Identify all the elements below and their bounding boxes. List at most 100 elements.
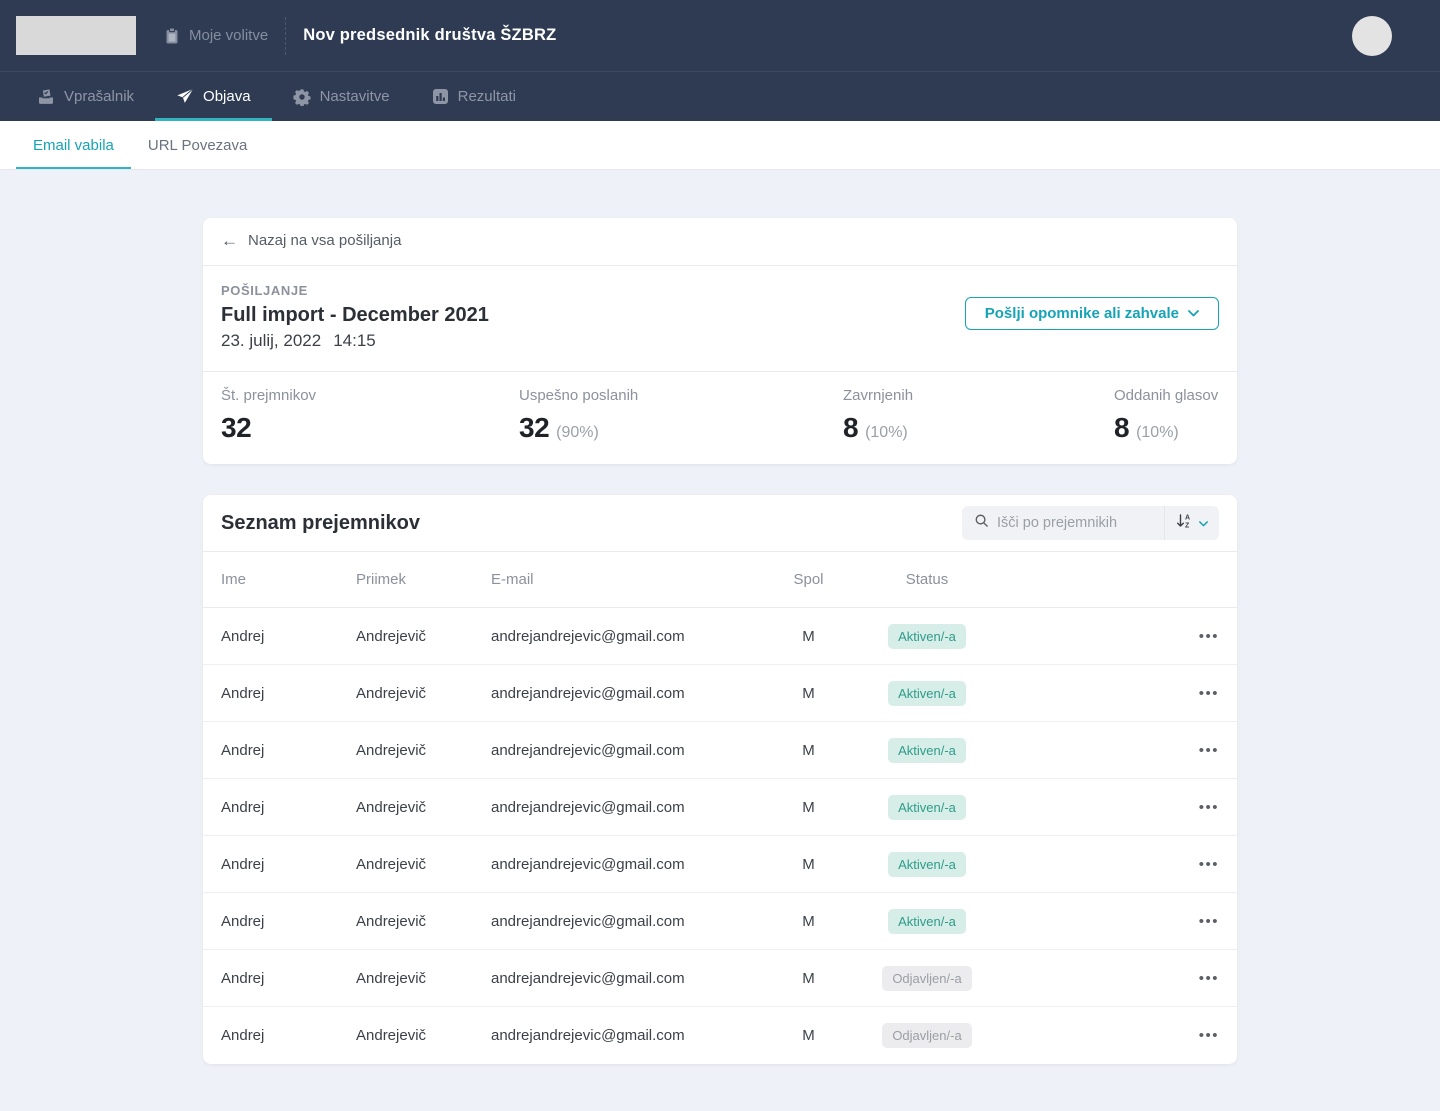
more-options-icon[interactable]: ••• [1198, 627, 1219, 645]
workspace-label: Moje volitve [189, 27, 269, 44]
search-input[interactable] [997, 515, 1152, 531]
more-options-icon[interactable]: ••• [1198, 855, 1219, 873]
stat-label: Oddanih glasov [1114, 387, 1219, 404]
more-options-icon[interactable]: ••• [1198, 684, 1219, 702]
mailing-time: 14:15 [333, 331, 376, 350]
sort-button[interactable]: A Z [1164, 506, 1219, 540]
stat-value: 8 [843, 412, 859, 443]
tab-label: Nastavitve [319, 88, 390, 105]
top-header: Moje volitve Nov predsednik društva ŠZBR… [0, 0, 1440, 71]
mailing-title: Full import - December 2021 [221, 304, 489, 326]
cell-status: Odjavljen/-a [856, 965, 998, 991]
recipients-header: Seznam prejemnikov A [203, 495, 1237, 551]
more-options-icon[interactable]: ••• [1198, 741, 1219, 759]
cell-status: Aktiven/-a [856, 737, 998, 763]
stat-value: 32 [221, 412, 252, 443]
cell-menu: ••• [998, 970, 1219, 987]
svg-text:A: A [1185, 514, 1190, 521]
cell-ime: Andrej [221, 969, 265, 987]
stat-recipients: Št. prejmnikov 32 [221, 387, 519, 444]
subtab-label: Email vabila [33, 136, 114, 154]
stat-value: 32 [519, 412, 550, 443]
tab-label: Rezultati [457, 88, 516, 105]
status-badge: Aktiven/-a [888, 908, 966, 934]
cell-priimek: Andrejevič [356, 684, 427, 702]
more-options-icon[interactable]: ••• [1198, 1027, 1219, 1044]
cell-priimek: Andrejevič [356, 855, 427, 873]
table-row: Andrej Andrejevič andrejandrejevic@gmail… [203, 665, 1237, 722]
send-reminders-button[interactable]: Pošlji opomnike ali zahvale [964, 297, 1219, 330]
subtab-label: URL Povezava [147, 136, 248, 154]
stat-pct: (90%) [556, 424, 599, 441]
cell-status: Aktiven/-a [856, 794, 998, 820]
column-header-status: Status [905, 571, 949, 588]
subtab-url-povezava[interactable]: URL Povezava [131, 121, 265, 169]
cell-status: Aktiven/-a [856, 908, 998, 934]
cell-spol: M [802, 684, 815, 702]
mailing-info: POŠILJANJE Full import - December 2021 2… [221, 283, 489, 351]
cell-status: Aktiven/-a [856, 680, 998, 706]
search-sort-group: A Z [962, 506, 1219, 540]
workspace-breadcrumb[interactable]: Moje volitve [164, 27, 268, 45]
more-options-icon[interactable]: ••• [1198, 912, 1219, 930]
cell-menu: ••• [998, 856, 1219, 873]
cell-ime: Andrej [221, 1027, 265, 1044]
table-row: Andrej Andrejevič andrejandrejevic@gmail… [203, 893, 1237, 950]
tab-nastavitve[interactable]: Nastavitve [272, 72, 411, 121]
tab-rezultati[interactable]: Rezultati [411, 72, 537, 121]
cell-menu: ••• [998, 913, 1219, 930]
cell-priimek: Andrejevič [356, 741, 427, 759]
back-row: ← Nazaj na vsa pošiljanja [203, 218, 1237, 266]
more-options-icon[interactable]: ••• [1198, 969, 1219, 987]
cell-ime: Andrej [221, 627, 265, 645]
tab-vprasalnik[interactable]: Vprašalnik [16, 72, 155, 121]
search-icon [974, 513, 989, 533]
column-header-spol: Spol [793, 571, 824, 588]
stat-rejected: Zavrnjenih 8 (10%) [843, 387, 1114, 444]
table-row: Andrej Andrejevič andrejandrejevic@gmail… [203, 950, 1237, 1007]
mailing-datetime: 23. julij, 2022 14:15 [221, 331, 489, 351]
cell-spol: M [802, 855, 815, 873]
send-reminders-label: Pošlji opomnike ali zahvale [984, 305, 1179, 322]
tab-objava[interactable]: Objava [155, 72, 272, 121]
stat-label: Zavrnjenih [843, 387, 914, 404]
cell-priimek: Andrejevič [356, 627, 427, 645]
header-divider [285, 16, 287, 55]
table-row: Andrej Andrejevič andrejandrejevic@gmail… [203, 722, 1237, 779]
cell-spol: M [802, 798, 815, 816]
subtab-email-vabila[interactable]: Email vabila [16, 121, 131, 169]
cell-email: andrejandrejevic@gmail.com [491, 798, 685, 816]
cell-status: Aktiven/-a [856, 623, 998, 649]
clipboard-icon [164, 27, 180, 45]
table-row: Andrej Andrejevič andrejandrejevic@gmail… [203, 608, 1237, 665]
election-title: Nov predsednik društva ŠZBRZ [303, 26, 557, 44]
main-content: ← Nazaj na vsa pošiljanja POŠILJANJE Ful… [0, 170, 1440, 1064]
table-row: Andrej Andrejevič andrejandrejevic@gmail… [203, 836, 1237, 893]
cell-menu: ••• [998, 628, 1219, 645]
cell-ime: Andrej [221, 741, 265, 759]
status-badge: Aktiven/-a [888, 737, 966, 763]
recipients-table-body: Andrej Andrejevič andrejandrejevic@gmail… [203, 608, 1237, 1064]
mailing-card: ← Nazaj na vsa pošiljanja POŠILJANJE Ful… [203, 218, 1237, 464]
cell-spol: M [802, 1027, 815, 1044]
search-box [962, 506, 1164, 540]
stat-label: Uspešno poslanih [519, 387, 639, 404]
cell-priimek: Andrejevič [356, 1027, 427, 1044]
status-badge: Aktiven/-a [888, 851, 966, 877]
cell-spol: M [802, 912, 815, 930]
user-avatar[interactable] [1352, 15, 1392, 56]
recipients-card: Seznam prejemnikov A [203, 495, 1237, 1064]
more-options-icon[interactable]: ••• [1198, 798, 1219, 816]
app-logo [16, 16, 136, 55]
stat-pct: (10%) [1136, 424, 1179, 441]
cell-ime: Andrej [221, 855, 265, 873]
tab-label: Vprašalnik [64, 88, 135, 105]
cell-ime: Andrej [221, 912, 265, 930]
paper-plane-icon [176, 88, 194, 106]
back-to-mailings-link[interactable]: ← Nazaj na vsa pošiljanja [221, 232, 401, 249]
main-nav: Vprašalnik Objava Nastavitve [0, 71, 1440, 121]
cell-priimek: Andrejevič [356, 912, 427, 930]
recipients-title: Seznam prejemnikov [221, 511, 420, 534]
column-header-ime: Ime [221, 571, 247, 588]
cell-email: andrejandrejevic@gmail.com [491, 684, 685, 702]
